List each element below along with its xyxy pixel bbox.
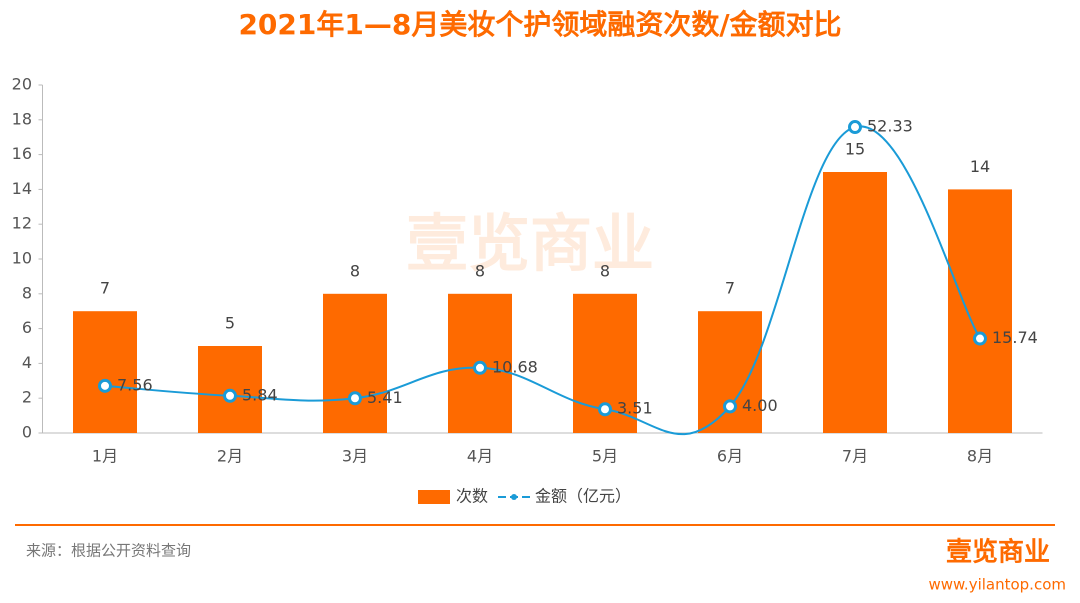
y-tick-label: 4	[22, 353, 32, 372]
brand-logo: 壹览商业	[946, 537, 1050, 568]
bar-label: 5	[225, 314, 235, 333]
line-point	[598, 402, 612, 417]
line-label: 10.68	[492, 357, 538, 376]
y-tick-label: 16	[12, 144, 32, 163]
legend-label: 次数	[456, 487, 488, 506]
x-tick-label: 8月	[967, 447, 993, 466]
y-tick-label: 0	[22, 423, 32, 442]
line-label: 4.00	[742, 396, 778, 415]
line-label: 5.84	[242, 385, 278, 404]
x-tick-label: 2月	[217, 447, 243, 466]
y-tick-label: 10	[12, 249, 32, 268]
x-tick-label: 7月	[842, 447, 868, 466]
line-label: 52.33	[867, 117, 913, 136]
bar-label: 7	[100, 279, 110, 298]
line-point	[223, 388, 237, 403]
legend-label: 金额（亿元）	[535, 487, 631, 506]
line-point	[348, 391, 362, 406]
bar	[323, 293, 387, 433]
watermark: 壹览商业	[406, 207, 654, 280]
line-point	[473, 360, 487, 375]
bar	[73, 311, 137, 433]
line-label: 3.51	[617, 399, 653, 418]
y-tick-label: 2	[22, 388, 32, 407]
line-point	[848, 120, 862, 135]
bar-label: 8	[475, 261, 485, 280]
line-point	[723, 399, 737, 414]
y-tick-label: 20	[12, 75, 32, 94]
website: www.yilantop.com	[929, 576, 1067, 594]
x-tick-label: 6月	[717, 447, 743, 466]
line-label: 15.74	[992, 328, 1038, 347]
bar-label: 15	[845, 140, 865, 159]
bar-label: 14	[970, 157, 990, 176]
y-tick-label: 14	[12, 179, 32, 198]
bar	[823, 172, 887, 433]
line-point	[973, 331, 987, 346]
bar-label: 8	[350, 261, 360, 280]
line-point	[98, 378, 112, 393]
x-tick-label: 5月	[592, 447, 618, 466]
y-tick-label: 18	[12, 109, 32, 128]
bar-label: 7	[725, 279, 735, 298]
x-tick-label: 4月	[467, 447, 493, 466]
y-tick-label: 12	[12, 214, 32, 233]
x-tick-label: 3月	[342, 447, 368, 466]
x-tick-label: 1月	[92, 447, 118, 466]
bar	[948, 189, 1012, 433]
line-label: 7.56	[117, 375, 153, 394]
line-label: 5.41	[367, 388, 403, 407]
legend-swatch	[418, 490, 450, 504]
legend-swatch	[511, 494, 517, 500]
y-tick-label: 8	[22, 283, 32, 302]
source-note: 来源：根据公开资料查询	[26, 542, 191, 560]
chart-title: 2021年1—8月美妆个护领域融资次数/金额对比	[238, 8, 841, 41]
y-tick-label: 6	[22, 318, 32, 337]
bar-label: 8	[600, 261, 610, 280]
